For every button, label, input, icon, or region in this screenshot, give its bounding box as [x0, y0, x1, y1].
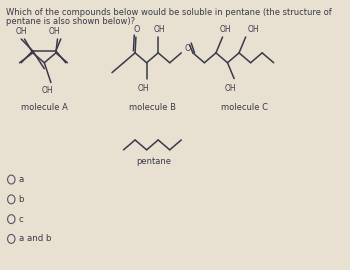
Text: b: b — [19, 195, 24, 204]
Text: molecule A: molecule A — [21, 103, 68, 112]
Text: pentane: pentane — [136, 157, 172, 166]
Text: molecule B: molecule B — [129, 103, 176, 112]
Text: OH: OH — [225, 84, 237, 93]
Text: Which of the compounds below would be soluble in pentane (the structure of: Which of the compounds below would be so… — [6, 8, 331, 17]
Text: OH: OH — [248, 25, 260, 33]
Text: a: a — [19, 175, 24, 184]
Text: OH: OH — [15, 26, 27, 36]
Text: OH: OH — [220, 25, 232, 33]
Text: c: c — [19, 215, 23, 224]
Text: molecule C: molecule C — [220, 103, 267, 112]
Text: O: O — [185, 44, 191, 53]
Text: O: O — [134, 25, 140, 33]
Text: OH: OH — [138, 84, 149, 93]
Text: a and b: a and b — [19, 234, 51, 244]
Text: OH: OH — [42, 86, 54, 95]
Text: pentane is also shown below)?: pentane is also shown below)? — [6, 17, 135, 26]
Text: OH: OH — [48, 26, 60, 36]
Text: OH: OH — [153, 25, 165, 33]
